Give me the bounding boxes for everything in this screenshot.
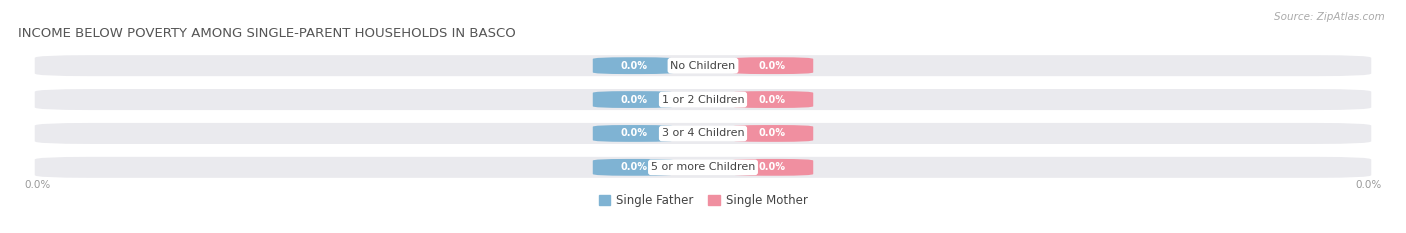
FancyBboxPatch shape (731, 57, 813, 74)
Text: 5 or more Children: 5 or more Children (651, 162, 755, 172)
Text: INCOME BELOW POVERTY AMONG SINGLE-PARENT HOUSEHOLDS IN BASCO: INCOME BELOW POVERTY AMONG SINGLE-PARENT… (17, 27, 515, 40)
Text: 1 or 2 Children: 1 or 2 Children (662, 95, 744, 105)
FancyBboxPatch shape (593, 57, 675, 74)
Text: 3 or 4 Children: 3 or 4 Children (662, 128, 744, 138)
FancyBboxPatch shape (35, 55, 1371, 76)
Text: No Children: No Children (671, 61, 735, 71)
FancyBboxPatch shape (593, 125, 675, 142)
FancyBboxPatch shape (731, 91, 813, 108)
FancyBboxPatch shape (35, 157, 1371, 178)
Text: 0.0%: 0.0% (758, 162, 786, 172)
Text: 0.0%: 0.0% (620, 128, 648, 138)
Text: 0.0%: 0.0% (758, 61, 786, 71)
Text: Source: ZipAtlas.com: Source: ZipAtlas.com (1274, 12, 1385, 22)
Legend: Single Father, Single Mother: Single Father, Single Mother (593, 190, 813, 212)
Text: 0.0%: 0.0% (758, 128, 786, 138)
FancyBboxPatch shape (731, 125, 813, 142)
Text: 0.0%: 0.0% (620, 162, 648, 172)
Text: 0.0%: 0.0% (24, 180, 51, 190)
FancyBboxPatch shape (593, 91, 675, 108)
Text: 0.0%: 0.0% (1355, 180, 1382, 190)
Text: 0.0%: 0.0% (620, 95, 648, 105)
Text: 0.0%: 0.0% (620, 61, 648, 71)
Text: 0.0%: 0.0% (758, 95, 786, 105)
FancyBboxPatch shape (593, 159, 675, 176)
FancyBboxPatch shape (35, 89, 1371, 110)
FancyBboxPatch shape (731, 159, 813, 176)
FancyBboxPatch shape (35, 123, 1371, 144)
